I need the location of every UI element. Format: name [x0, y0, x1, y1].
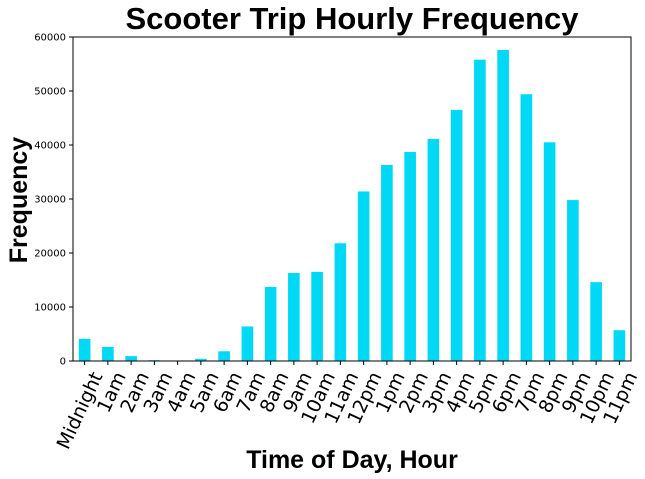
bar-5pm: [474, 59, 486, 362]
bar-6am: [218, 351, 230, 361]
y-tick-label: 30000: [34, 195, 66, 206]
y-tick-label: 20000: [34, 249, 66, 260]
bar-1pm: [381, 164, 393, 361]
bar-2am: [125, 356, 137, 361]
x-axis-label: Time of Day, Hour: [246, 446, 458, 474]
x-axis-ticks: Midnight1am2am3am4am5am6am7am8am9am10am1…: [53, 361, 642, 453]
y-tick-label: 50000: [34, 87, 66, 98]
bar-8am: [264, 287, 277, 361]
y-axis-ticks: 0 10000 20000 30000 40000 50000 60000: [34, 33, 73, 368]
bars-group: [78, 49, 626, 362]
y-axis-label: Frequency: [5, 137, 33, 264]
y-tick-label: 0: [60, 357, 66, 368]
bar-11pm: [613, 330, 626, 361]
bar-8pm: [543, 142, 556, 361]
y-tick-label: 10000: [34, 303, 66, 314]
y-tick-label: 40000: [34, 141, 66, 152]
bar-4pm: [450, 109, 463, 362]
bar-3pm: [427, 139, 440, 361]
bar-2pm: [404, 152, 416, 361]
bar-10pm: [590, 282, 602, 361]
bar-6pm: [497, 49, 509, 362]
chart-title: Scooter Trip Hourly Frequency: [125, 1, 579, 36]
bar-9pm: [567, 200, 579, 361]
bar-5am: [195, 358, 207, 361]
bar-11am: [334, 243, 347, 361]
bar-midnight: [78, 338, 91, 361]
bar-1am: [102, 346, 114, 361]
y-tick-label: 60000: [34, 33, 66, 44]
bar-9am: [288, 272, 300, 361]
bar-10am: [311, 271, 323, 361]
bar-7am: [241, 326, 254, 361]
plot-frame: [72, 36, 632, 362]
bar-7pm: [520, 94, 533, 362]
bar-12pm: [357, 191, 370, 361]
